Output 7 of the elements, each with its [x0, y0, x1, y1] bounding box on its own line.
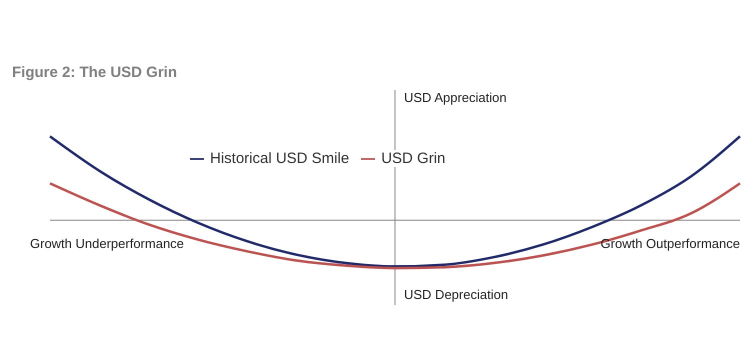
text: USD Depreciation [404, 287, 508, 302]
text: USD Appreciation [404, 90, 507, 105]
legend-label: USD Grin [379, 150, 448, 167]
legend-label: Historical USD Smile [208, 150, 352, 167]
chart-title: Figure 2: The USD Grin [12, 64, 178, 81]
annotation: Growth Underperformance [30, 236, 184, 251]
annotation: Growth Outperformance [600, 236, 740, 251]
